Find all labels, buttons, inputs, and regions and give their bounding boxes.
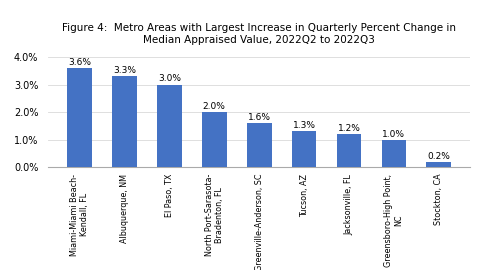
Text: 3.6%: 3.6% — [68, 58, 91, 67]
Bar — [157, 85, 182, 167]
Bar — [336, 134, 361, 167]
Text: 2.0%: 2.0% — [203, 102, 226, 111]
Text: 1.0%: 1.0% — [383, 130, 406, 139]
Bar — [202, 112, 227, 167]
Text: 1.2%: 1.2% — [337, 124, 360, 133]
Text: 0.2%: 0.2% — [427, 152, 450, 161]
Bar — [382, 140, 406, 167]
Text: 1.6%: 1.6% — [248, 113, 271, 122]
Text: 1.3%: 1.3% — [293, 122, 316, 130]
Bar — [67, 68, 92, 167]
Bar — [427, 162, 451, 167]
Text: 3.3%: 3.3% — [113, 66, 136, 75]
Bar — [247, 123, 272, 167]
Title: Figure 4:  Metro Areas with Largest Increase in Quarterly Percent Change in
Medi: Figure 4: Metro Areas with Largest Incre… — [62, 23, 456, 45]
Text: 3.0%: 3.0% — [158, 75, 181, 83]
Bar — [112, 76, 137, 167]
Bar — [292, 131, 316, 167]
